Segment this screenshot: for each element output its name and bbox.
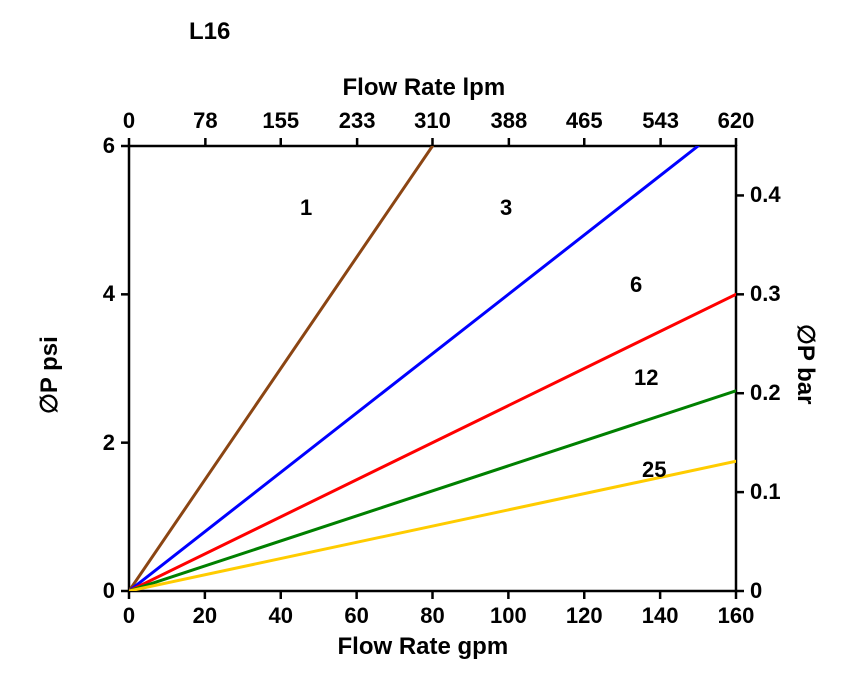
- series-annotation: 25: [642, 457, 666, 483]
- series-annotation: 1: [300, 195, 312, 221]
- tick-label: 0: [750, 578, 810, 604]
- tick-label: 140: [630, 603, 690, 629]
- tick-label: 0: [99, 108, 159, 134]
- tick-label: 40: [251, 603, 311, 629]
- chart-root: L16 Flow Rate lpm Flow Rate gpm ∅P psi ∅…: [0, 0, 868, 700]
- tick-label: 78: [175, 108, 235, 134]
- series-line-3: [129, 146, 698, 591]
- tick-label: 6: [55, 133, 115, 159]
- tick-label: 120: [554, 603, 614, 629]
- tick-label: 4: [55, 281, 115, 307]
- tick-label: 543: [631, 108, 691, 134]
- series-line-1: [129, 146, 433, 591]
- tick-label: 0.3: [750, 281, 810, 307]
- chart-plot-svg: [0, 0, 868, 700]
- tick-label: 310: [403, 108, 463, 134]
- tick-label: 80: [403, 603, 463, 629]
- tick-label: 620: [706, 108, 766, 134]
- series-annotation: 12: [634, 365, 658, 391]
- tick-label: 160: [706, 603, 766, 629]
- tick-label: 20: [175, 603, 235, 629]
- series-annotation: 6: [630, 272, 642, 298]
- tick-label: 0.1: [750, 479, 810, 505]
- tick-label: 465: [554, 108, 614, 134]
- tick-label: 2: [55, 430, 115, 456]
- tick-label: 0: [99, 603, 159, 629]
- tick-label: 233: [327, 108, 387, 134]
- tick-label: 0: [55, 578, 115, 604]
- series-annotation: 3: [500, 195, 512, 221]
- tick-label: 100: [478, 603, 538, 629]
- tick-label: 388: [479, 108, 539, 134]
- tick-label: 0.2: [750, 380, 810, 406]
- series-line-12: [129, 391, 736, 591]
- tick-label: 60: [327, 603, 387, 629]
- tick-label: 0.4: [750, 182, 810, 208]
- series-line-6: [129, 294, 736, 591]
- tick-label: 155: [251, 108, 311, 134]
